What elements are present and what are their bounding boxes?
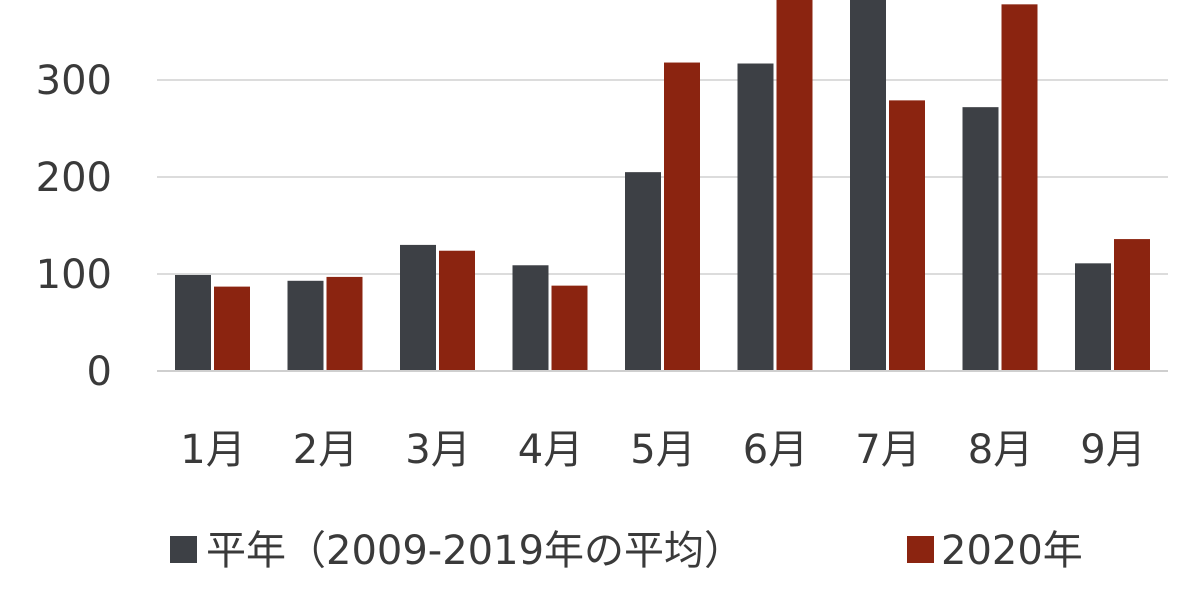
legend-swatch	[170, 536, 197, 563]
x-tick-label: 2月	[293, 427, 358, 473]
bar-series-1-5	[625, 172, 661, 371]
legend-label: 2020年	[941, 528, 1083, 574]
bar-series-2-1	[214, 286, 250, 371]
bar-series-1-6	[737, 63, 774, 371]
legend-swatch	[907, 536, 934, 563]
bar-series-2-9	[1114, 239, 1150, 371]
bar-series-1-4	[512, 265, 549, 371]
bar-series-1-2	[287, 280, 324, 371]
legend: 平年（2009-2019年の平均） 2020年	[170, 528, 1083, 574]
bar-series-2-5	[664, 62, 700, 371]
bar-series-2-3	[439, 250, 475, 371]
x-axis-tick-labels: 1月 2月 3月 4月 5月 6月 7月 8月 9月	[180, 427, 1145, 473]
bar-series-1-7	[850, 0, 886, 372]
y-tick-label: 100	[36, 252, 112, 298]
bar-series-2-7	[889, 100, 925, 372]
y-tick-label: 0	[87, 349, 112, 395]
x-tick-label: 5月	[630, 427, 695, 473]
x-tick-label: 1月	[180, 427, 245, 473]
bar-series-1-8	[962, 107, 999, 371]
gridlines	[157, 79, 1168, 275]
bar-series-1-9	[1075, 263, 1111, 371]
y-tick-label: 300	[36, 58, 112, 104]
y-tick-label: 200	[36, 155, 112, 201]
x-tick-label: 9月	[1080, 427, 1145, 473]
bar-series-1-1	[175, 274, 211, 371]
x-tick-label: 3月	[405, 427, 470, 473]
bar-series-2-4	[551, 285, 588, 371]
legend-label: 平年（2009-2019年の平均）	[206, 528, 744, 574]
x-tick-label: 8月	[968, 427, 1033, 473]
bar-series-1-3	[400, 244, 436, 371]
bar-series-2-8	[1001, 4, 1038, 372]
x-tick-label: 7月	[855, 427, 920, 473]
x-tick-label: 4月	[518, 427, 583, 473]
bar-series-2-2	[326, 276, 363, 371]
y-axis-tick-labels: 0 100 200 300	[36, 58, 112, 395]
x-tick-label: 6月	[743, 427, 808, 473]
bar-series-2-6	[776, 0, 813, 371]
bars	[175, 0, 1150, 372]
